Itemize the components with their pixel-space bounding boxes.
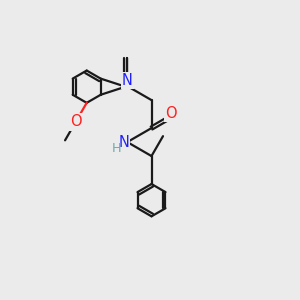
Text: N: N — [118, 135, 129, 150]
Text: O: O — [166, 106, 177, 121]
Text: O: O — [70, 115, 82, 130]
Text: H: H — [112, 142, 122, 155]
Text: N: N — [122, 73, 133, 88]
